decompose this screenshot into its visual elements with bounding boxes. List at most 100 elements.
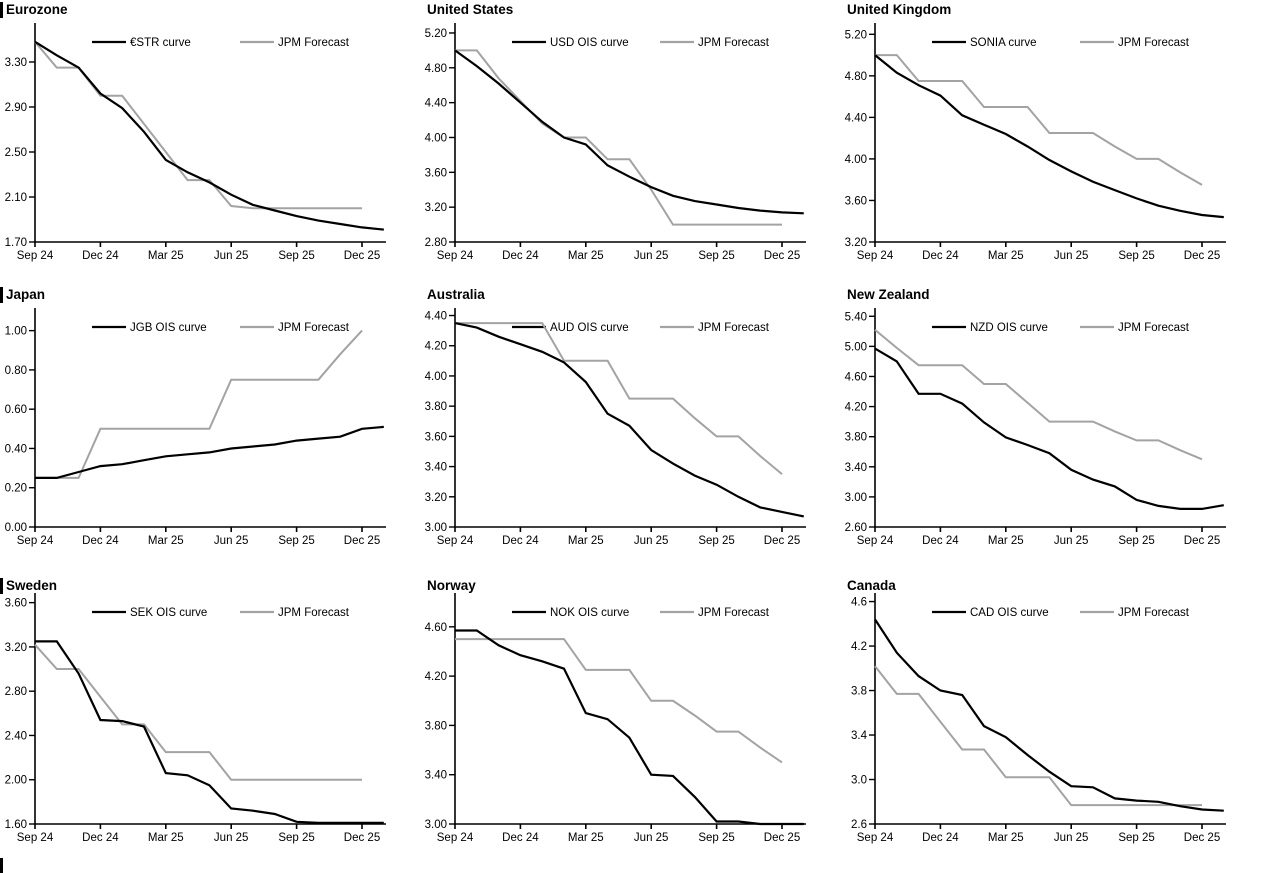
svg-text:JPM Forecast: JPM Forecast xyxy=(698,37,770,49)
svg-text:Dec 24: Dec 24 xyxy=(502,250,539,262)
svg-text:Sep 25: Sep 25 xyxy=(1118,535,1154,547)
svg-text:3.20: 3.20 xyxy=(5,642,27,654)
svg-text:3.00: 3.00 xyxy=(425,522,447,534)
svg-text:Dec 24: Dec 24 xyxy=(82,250,119,262)
chart-australia: Australia 4.40 4.20 4.00 3.80 3.60 3.40 3.20 3.… xyxy=(420,285,840,570)
chart-united-states: United States 5.20 4.80 4.40 4.00 3.60 3.20 2.… xyxy=(420,0,840,285)
svg-text:JPM Forecast: JPM Forecast xyxy=(278,37,350,49)
svg-text:Mar 25: Mar 25 xyxy=(148,535,184,547)
svg-text:4.00: 4.00 xyxy=(845,154,867,166)
svg-text:Jun 25: Jun 25 xyxy=(634,250,669,262)
svg-text:5.40: 5.40 xyxy=(845,311,867,323)
svg-text:3.80: 3.80 xyxy=(425,401,447,413)
svg-text:Jun 25: Jun 25 xyxy=(1054,535,1089,547)
svg-text:3.80: 3.80 xyxy=(845,432,867,444)
svg-text:Sep 25: Sep 25 xyxy=(278,832,314,844)
section-marker xyxy=(0,2,3,18)
svg-text:Dec 25: Dec 25 xyxy=(764,535,800,547)
svg-text:Dec 25: Dec 25 xyxy=(1184,250,1220,262)
svg-text:Jun 25: Jun 25 xyxy=(1054,250,1089,262)
svg-text:2.60: 2.60 xyxy=(845,522,867,534)
svg-text:NOK OIS curve: NOK OIS curve xyxy=(550,607,629,619)
svg-text:2.80: 2.80 xyxy=(425,237,447,249)
svg-text:2.10: 2.10 xyxy=(5,192,27,204)
svg-text:Mar 25: Mar 25 xyxy=(568,832,604,844)
svg-text:Sep 24: Sep 24 xyxy=(17,832,54,844)
svg-text:0.40: 0.40 xyxy=(5,443,27,455)
chart-title: Sweden xyxy=(0,578,57,594)
svg-text:Jun 25: Jun 25 xyxy=(634,535,669,547)
svg-text:3.60: 3.60 xyxy=(425,431,447,443)
chart-title: Japan xyxy=(0,287,45,303)
svg-text:4.80: 4.80 xyxy=(425,63,447,75)
chart-canada: Canada 4.6 4.2 3.8 3.4 3.0 2.6 Sep 24 Dec 24 Mar… xyxy=(840,570,1264,873)
chart-title: Eurozone xyxy=(0,2,68,18)
svg-text:3.40: 3.40 xyxy=(425,770,447,782)
svg-text:3.60: 3.60 xyxy=(425,167,447,179)
chart-japan: Japan 1.00 0.80 0.60 0.40 0.20 0.00 Sep 24 Dec … xyxy=(0,285,420,570)
svg-text:5.20: 5.20 xyxy=(425,28,447,40)
section-marker xyxy=(0,578,3,594)
clipped-section-marker xyxy=(0,858,3,873)
chart-norway: Norway 4.60 4.20 3.80 3.40 3.00 Sep 24 Dec 24 M… xyxy=(420,570,840,873)
svg-text:Sep 25: Sep 25 xyxy=(698,832,734,844)
svg-text:Jun 25: Jun 25 xyxy=(634,832,669,844)
svg-text:SEK OIS curve: SEK OIS curve xyxy=(130,607,207,619)
svg-text:4.6: 4.6 xyxy=(851,597,867,609)
svg-text:Sep 25: Sep 25 xyxy=(1118,832,1154,844)
svg-text:Dec 25: Dec 25 xyxy=(1184,535,1220,547)
svg-text:4.60: 4.60 xyxy=(425,622,447,634)
svg-text:Sep 24: Sep 24 xyxy=(857,832,894,844)
svg-text:3.30: 3.30 xyxy=(5,57,27,69)
svg-text:Dec 25: Dec 25 xyxy=(1184,832,1220,844)
svg-text:CAD OIS curve: CAD OIS curve xyxy=(970,607,1049,619)
svg-text:JPM Forecast: JPM Forecast xyxy=(1118,37,1190,49)
svg-text:AUD OIS curve: AUD OIS curve xyxy=(550,322,629,334)
svg-text:JPM Forecast: JPM Forecast xyxy=(698,322,770,334)
svg-text:2.00: 2.00 xyxy=(5,775,27,787)
svg-text:Sep 24: Sep 24 xyxy=(437,832,474,844)
svg-text:Jun 25: Jun 25 xyxy=(214,250,249,262)
svg-text:€STR curve: €STR curve xyxy=(130,37,191,49)
svg-text:Sep 25: Sep 25 xyxy=(278,250,314,262)
svg-text:Sep 24: Sep 24 xyxy=(857,535,894,547)
chart-title: United States xyxy=(427,2,514,17)
svg-text:2.90: 2.90 xyxy=(5,102,27,114)
svg-text:Sep 24: Sep 24 xyxy=(437,250,474,262)
svg-text:Mar 25: Mar 25 xyxy=(568,250,604,262)
svg-text:5.20: 5.20 xyxy=(845,29,867,41)
svg-text:Dec 24: Dec 24 xyxy=(82,832,119,844)
svg-text:2.6: 2.6 xyxy=(851,819,867,831)
svg-text:Dec 25: Dec 25 xyxy=(344,250,380,262)
svg-text:3.20: 3.20 xyxy=(845,237,867,249)
svg-text:Dec 25: Dec 25 xyxy=(764,250,800,262)
svg-text:4.40: 4.40 xyxy=(845,112,867,124)
chart-title: Norway xyxy=(427,578,476,593)
svg-text:1.60: 1.60 xyxy=(5,819,27,831)
svg-text:Mar 25: Mar 25 xyxy=(148,832,184,844)
svg-text:Sep 25: Sep 25 xyxy=(698,535,734,547)
svg-text:Sep 24: Sep 24 xyxy=(857,250,894,262)
svg-text:3.60: 3.60 xyxy=(845,195,867,207)
svg-text:SONIA curve: SONIA curve xyxy=(970,37,1036,49)
chart-title: United Kingdom xyxy=(847,2,952,17)
svg-text:3.40: 3.40 xyxy=(425,462,447,474)
svg-text:Sep 24: Sep 24 xyxy=(17,250,54,262)
svg-text:3.20: 3.20 xyxy=(425,492,447,504)
chart-sweden: Sweden 3.60 3.20 2.80 2.40 2.00 1.60 Sep 24 Dec… xyxy=(0,570,420,873)
svg-text:Sep 25: Sep 25 xyxy=(278,535,314,547)
svg-text:Mar 25: Mar 25 xyxy=(988,535,1024,547)
svg-text:4.00: 4.00 xyxy=(425,132,447,144)
svg-text:3.40: 3.40 xyxy=(845,462,867,474)
svg-text:Dec 24: Dec 24 xyxy=(502,832,539,844)
svg-text:4.20: 4.20 xyxy=(845,402,867,414)
svg-text:Sep 25: Sep 25 xyxy=(698,250,734,262)
